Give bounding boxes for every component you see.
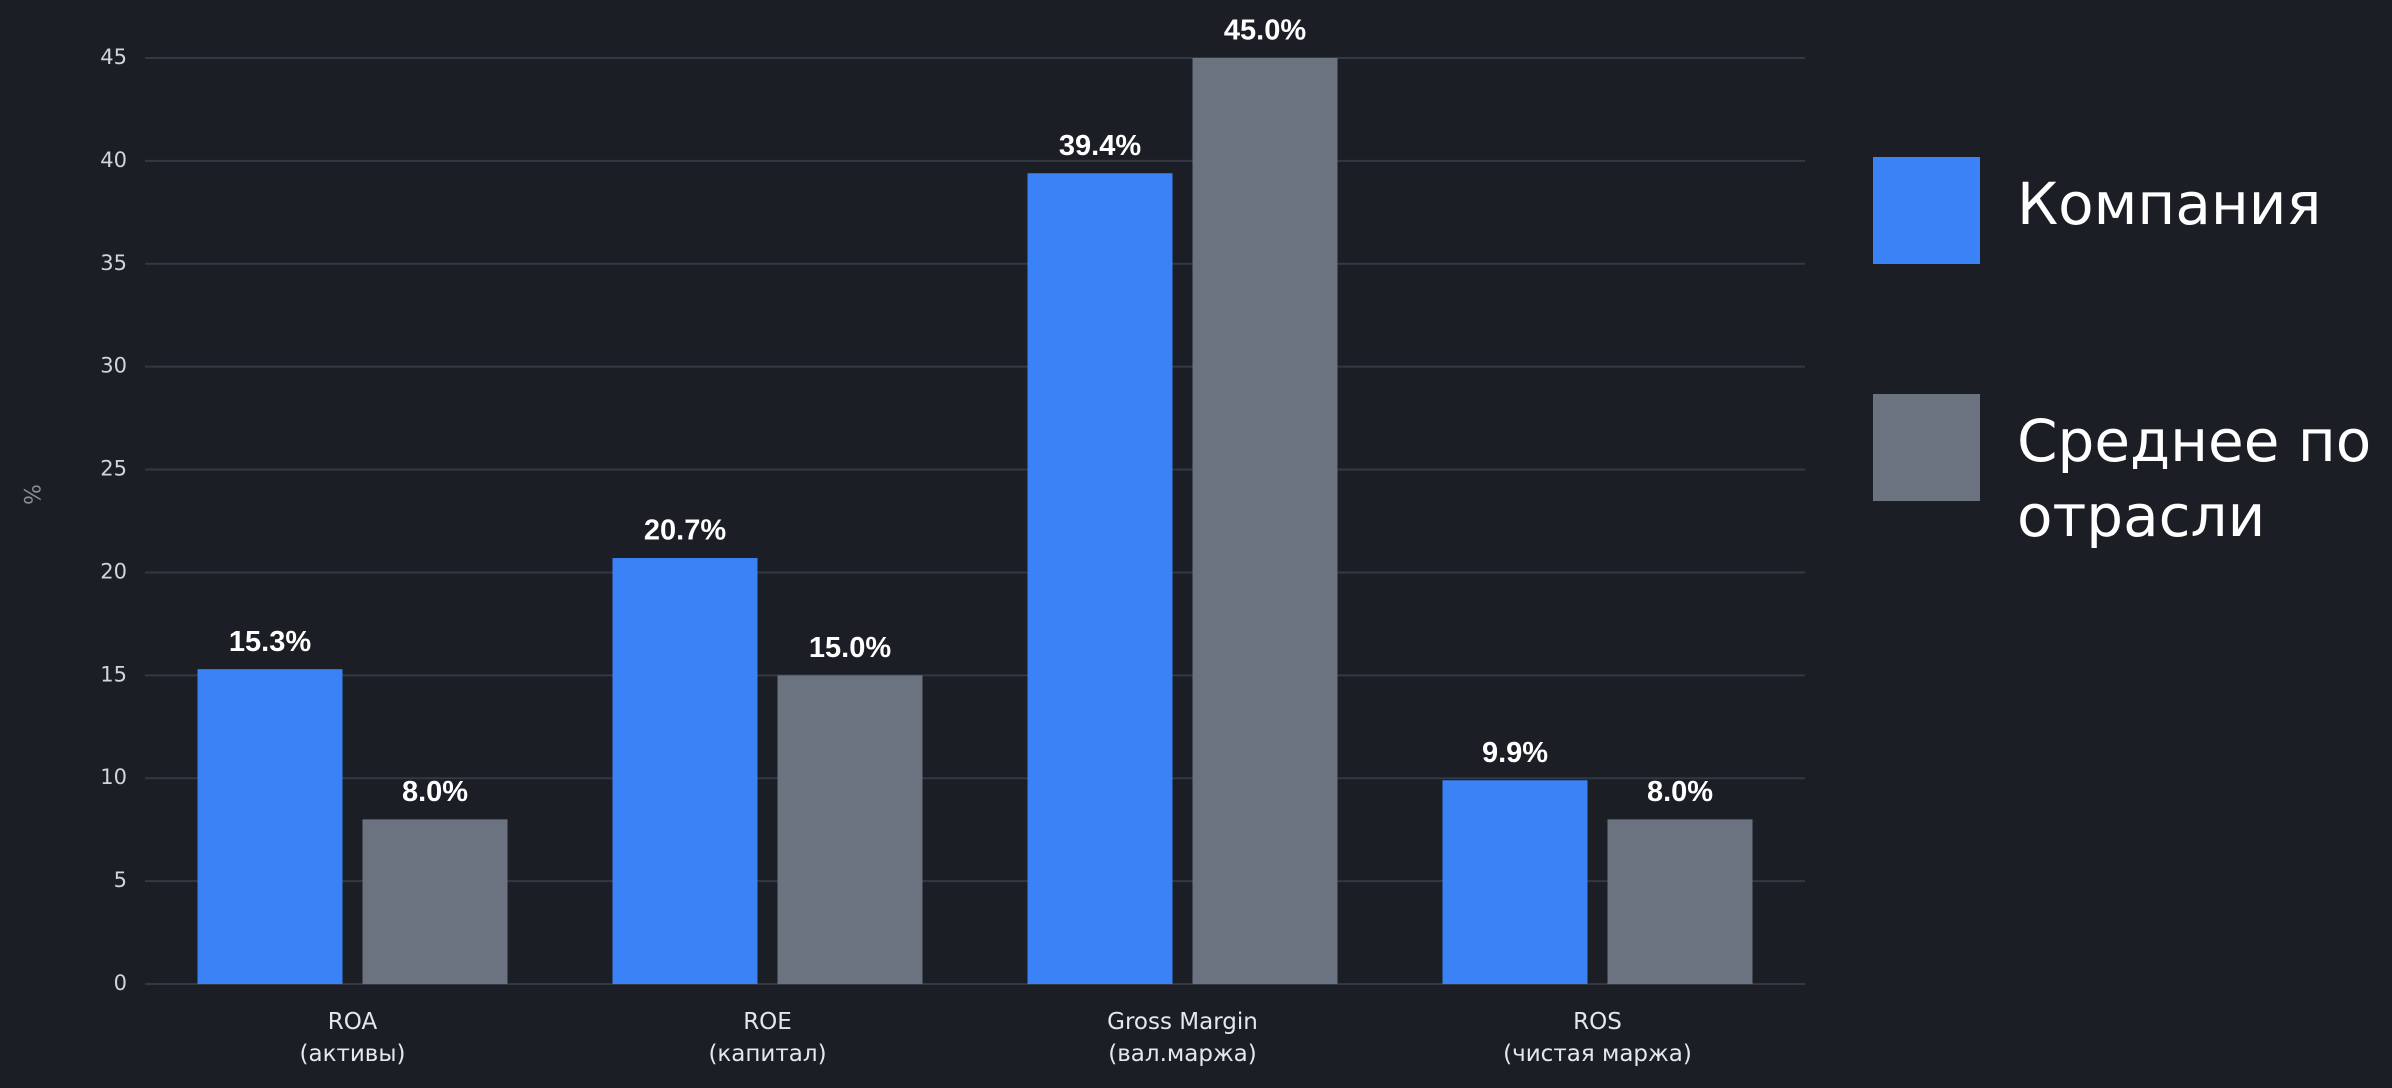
y-tick-label: 45 — [100, 45, 127, 69]
y-tick-label: 20 — [100, 559, 127, 583]
value-label: 8.0% — [402, 776, 468, 808]
x-tick-label: ROA (активы) — [299, 1009, 406, 1068]
x-tick-label: Gross Margin (вал.маржа) — [1107, 1009, 1258, 1068]
bar — [1442, 780, 1588, 984]
value-label: 39.4% — [1059, 130, 1141, 162]
bar — [1192, 58, 1338, 984]
y-tick-label: 30 — [100, 354, 127, 378]
bar — [1027, 173, 1173, 985]
bar — [197, 669, 343, 984]
bar — [362, 819, 508, 984]
y-tick-label: 35 — [100, 251, 127, 275]
y-tick-label: 0 — [114, 971, 127, 995]
value-label: 9.9% — [1482, 737, 1548, 769]
x-tick-label: ROS (чистая маржа) — [1503, 1009, 1692, 1068]
y-axis-label: % — [21, 484, 47, 505]
y-tick-label: 5 — [114, 868, 127, 892]
x-tick-label: ROE (капитал) — [708, 1009, 827, 1068]
value-label: 20.7% — [644, 515, 726, 547]
value-label: 45.0% — [1224, 15, 1306, 47]
value-label: 15.3% — [229, 626, 311, 658]
legend-swatch — [1873, 394, 1980, 501]
legend-label: Среднее по отрасли — [2017, 407, 2372, 551]
legend-swatch — [1873, 157, 1980, 264]
value-label: 8.0% — [1647, 776, 1713, 808]
bar — [1607, 819, 1753, 984]
y-tick-label: 15 — [100, 662, 127, 686]
y-tick-label: 25 — [100, 457, 127, 481]
value-label: 15.0% — [809, 632, 891, 664]
y-tick-label: 40 — [100, 148, 127, 172]
y-tick-label: 10 — [100, 765, 127, 789]
legend-label: Компания — [2017, 170, 2322, 238]
bar — [777, 675, 923, 984]
bar — [612, 558, 758, 984]
